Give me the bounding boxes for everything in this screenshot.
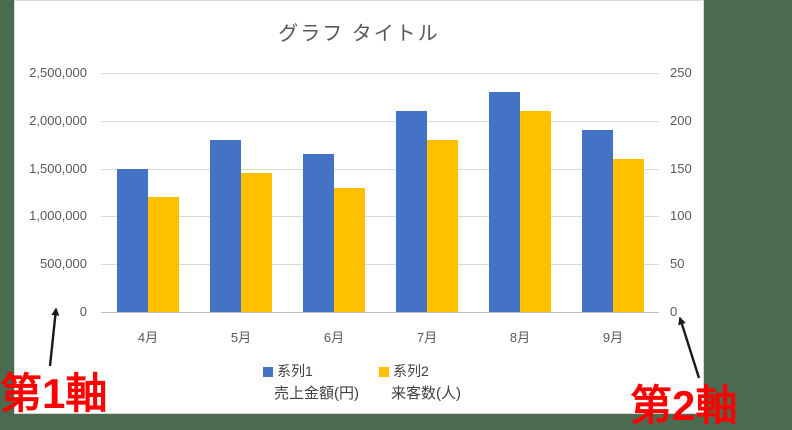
- gridline: [101, 264, 659, 265]
- bar-系列1-8月: [489, 92, 520, 312]
- bar-系列1-7月: [396, 111, 427, 312]
- bar-系列1-4月: [117, 169, 148, 312]
- legend-sublabel-series1: 売上金額(円): [274, 385, 359, 402]
- secondary-axis-tick: 100: [670, 208, 692, 223]
- primary-axis-tick: 2,500,000: [29, 65, 87, 80]
- chart-title: グラフ タイトル: [278, 23, 440, 45]
- gridline: [101, 216, 659, 217]
- chart-canvas: グラフ タイトル 0 500,000 1,000,000 1,500,000 2,000…: [14, 0, 704, 414]
- gridline: [101, 121, 659, 122]
- bar-系列2-4月: [148, 197, 179, 312]
- category-label: 4月: [137, 330, 159, 345]
- secondary-axis-tick: 200: [670, 113, 692, 128]
- category-label: 6月: [323, 330, 345, 345]
- legend-label-series2: 系列2: [393, 363, 429, 379]
- primary-axis-tick: 1,000,000: [29, 208, 87, 223]
- bar-系列2-5月: [241, 173, 272, 312]
- category-label: 5月: [230, 330, 252, 345]
- legend-label-series1: 系列1: [277, 363, 313, 379]
- primary-axis-tick: 1,500,000: [29, 161, 87, 176]
- primary-axis-tick: 500,000: [40, 256, 87, 271]
- gridline: [101, 169, 659, 170]
- first-axis-callout: 第1軸: [0, 370, 108, 417]
- bar-系列1-9月: [582, 130, 613, 312]
- category-label: 9月: [602, 330, 624, 345]
- bar-系列2-6月: [334, 188, 365, 312]
- secondary-axis-tick: 250: [670, 65, 692, 80]
- legend-swatch-series1: [263, 367, 273, 377]
- primary-axis-tick: 2,000,000: [29, 113, 87, 128]
- bar-系列2-8月: [520, 111, 551, 312]
- secondary-axis-tick: 0: [670, 304, 678, 319]
- secondary-axis-tick: 50: [670, 256, 685, 271]
- gridline: [101, 73, 659, 74]
- bar-系列1-6月: [303, 154, 334, 312]
- category-label: 7月: [416, 330, 438, 345]
- legend-sublabel-series2: 来客数(人): [391, 385, 461, 402]
- bar-系列2-9月: [613, 159, 644, 312]
- second-axis-callout: 第2軸: [630, 382, 738, 429]
- category-label: 8月: [509, 330, 531, 345]
- legend-swatch-series2: [379, 367, 389, 377]
- primary-axis-tick: 0: [79, 304, 87, 319]
- x-axis-line: [101, 312, 659, 313]
- bar-系列2-7月: [427, 140, 458, 312]
- secondary-axis-tick: 150: [670, 161, 692, 176]
- bar-系列1-5月: [210, 140, 241, 312]
